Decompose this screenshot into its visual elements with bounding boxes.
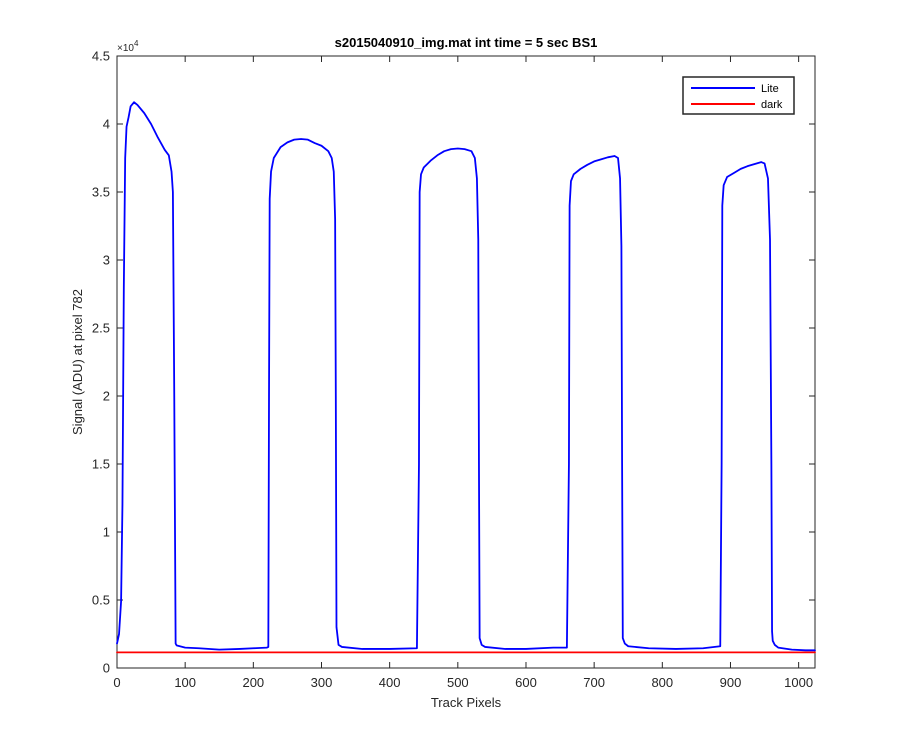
x-tick-label: 600 (515, 675, 537, 690)
y-tick-label: 0 (103, 661, 110, 676)
y-tick-label: 1.5 (92, 457, 110, 472)
x-tick-label: 900 (720, 675, 742, 690)
y-tick-label: 3 (103, 253, 110, 268)
x-tick-label: 200 (242, 675, 264, 690)
x-tick-label: 300 (311, 675, 333, 690)
y-exponent-power: 4 (134, 39, 139, 48)
y-tick-label: 2 (103, 389, 110, 404)
x-tick-label: 100 (174, 675, 196, 690)
y-tick-label: 4.5 (92, 49, 110, 64)
chart-title: s2015040910_img.mat int time = 5 sec BS1 (335, 35, 598, 50)
y-exponent-label: ×104 (117, 39, 139, 54)
y-tick-label: 3.5 (92, 185, 110, 200)
x-tick-label: 1000 (784, 675, 813, 690)
y-tick-label: 0.5 (92, 593, 110, 608)
y-tick-label: 4 (103, 117, 110, 132)
y-tick-label: 2.5 (92, 321, 110, 336)
y-exponent-base: ×10 (117, 43, 134, 54)
axes-frame (116, 55, 816, 669)
x-tick-label: 400 (379, 675, 401, 690)
legend-box (682, 76, 795, 115)
x-tick-label: 800 (651, 675, 673, 690)
series-layer (116, 101, 816, 654)
x-tick-label: 0 (113, 675, 120, 690)
plot-area (116, 55, 816, 669)
y-axis-label: Signal (ADU) at pixel 782 (70, 289, 85, 435)
y-axis: 0 0.5 1 1.5 2 2.5 3 3.5 4 4.5 (92, 49, 815, 676)
x-axis-label: Track Pixels (431, 695, 502, 710)
legend-label-dark: dark (761, 99, 783, 111)
x-tick-label: 500 (447, 675, 469, 690)
x-tick-label: 700 (583, 675, 605, 690)
x-axis: 0 100 200 300 400 500 600 700 800 900 1000 (113, 56, 813, 690)
legend: Lite dark (682, 76, 795, 115)
y-tick-label: 1 (103, 525, 110, 540)
series-line-lite (116, 101, 816, 652)
legend-label-lite: Lite (761, 83, 779, 95)
